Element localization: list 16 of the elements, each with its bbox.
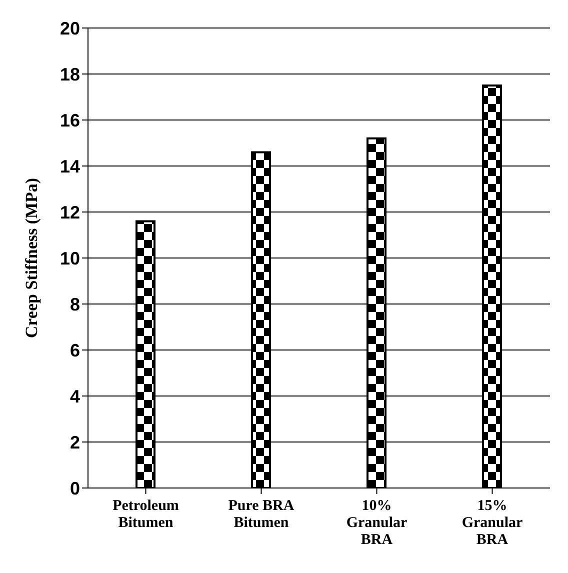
y-tick-label: 0 xyxy=(70,478,80,498)
y-tick-label: 14 xyxy=(60,156,80,176)
y-tick-label: 10 xyxy=(60,248,80,268)
x-tick-label: 15% Granular BRA xyxy=(462,498,524,548)
y-tick-label: 20 xyxy=(60,18,80,38)
y-tick-label: 18 xyxy=(60,64,80,84)
x-tick-label: 10% Granular BRA xyxy=(346,498,408,548)
y-tick-label: 8 xyxy=(70,294,80,314)
y-tick-label: 16 xyxy=(60,110,80,130)
y-axis-title: Creep Stiffness (MPa) xyxy=(22,178,42,338)
x-tick-label: Petroleum Bitumen xyxy=(112,498,180,531)
x-tick-label: Pure BRA Bitumen xyxy=(228,498,294,531)
y-tick-label: 12 xyxy=(60,202,80,222)
y-tick-label: 6 xyxy=(70,340,80,360)
y-tick-label: 4 xyxy=(70,386,80,406)
y-tick-label: 2 xyxy=(70,432,80,452)
